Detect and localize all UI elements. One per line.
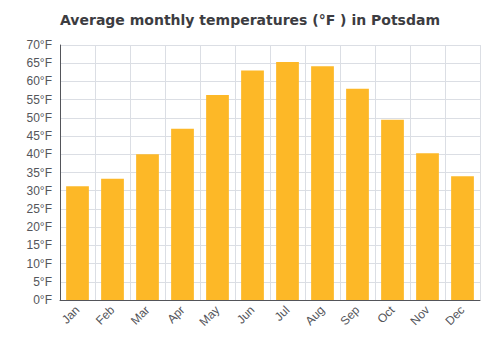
svg-text:Feb: Feb xyxy=(93,303,118,328)
svg-text:25°F: 25°F xyxy=(27,202,52,216)
svg-text:Mar: Mar xyxy=(128,303,153,327)
svg-text:70°F: 70°F xyxy=(27,38,52,52)
svg-text:30°F: 30°F xyxy=(27,184,52,198)
svg-text:35°F: 35°F xyxy=(27,166,52,180)
svg-text:Dec: Dec xyxy=(442,303,467,328)
svg-text:Aug: Aug xyxy=(302,303,327,328)
svg-text:40°F: 40°F xyxy=(27,147,52,161)
svg-text:45°F: 45°F xyxy=(27,129,52,143)
svg-text:20°F: 20°F xyxy=(27,220,52,234)
svg-text:Jul: Jul xyxy=(272,303,293,324)
svg-text:10°F: 10°F xyxy=(27,257,52,271)
svg-text:60°F: 60°F xyxy=(27,74,52,88)
svg-text:5°F: 5°F xyxy=(33,275,52,289)
svg-text:55°F: 55°F xyxy=(27,93,52,107)
svg-text:May: May xyxy=(197,303,223,329)
svg-text:Oct: Oct xyxy=(374,303,398,327)
svg-text:Jun: Jun xyxy=(234,303,258,327)
svg-text:Apr: Apr xyxy=(164,303,187,326)
svg-text:Jan: Jan xyxy=(59,303,83,327)
svg-text:15°F: 15°F xyxy=(27,238,52,252)
svg-text:50°F: 50°F xyxy=(27,111,52,125)
svg-text:Average monthly temperatures (: Average monthly temperatures (°F ) in Po… xyxy=(60,12,440,28)
svg-text:0°F: 0°F xyxy=(33,293,52,307)
svg-text:Nov: Nov xyxy=(407,303,432,328)
svg-text:65°F: 65°F xyxy=(27,56,52,70)
svg-text:Sep: Sep xyxy=(337,303,362,328)
